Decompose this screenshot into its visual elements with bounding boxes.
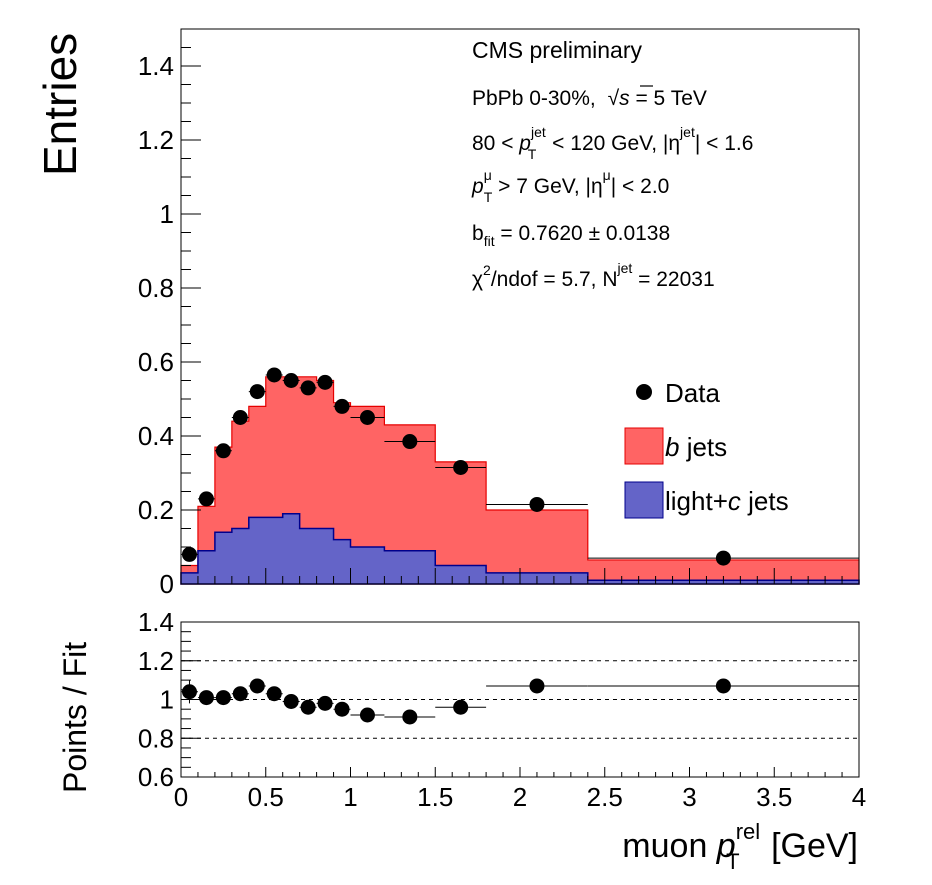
ratio-y-tick-label: 0.6: [138, 762, 174, 792]
x-tick-label: 0: [174, 782, 188, 812]
main-data-point: [453, 459, 469, 475]
main-data-point: [317, 374, 333, 390]
light-c-jets-histogram: [180, 512, 860, 585]
main-y-tick-label: 0.2: [138, 495, 174, 525]
main-panel: 0 0.2 0.4 0.6 0.8 1 1.2 1.4: [138, 28, 860, 599]
legend-label-data: Data: [665, 378, 720, 408]
ratio-data-point: [317, 695, 333, 711]
annotation-experiment: CMS preliminary: [472, 37, 642, 63]
main-histograms: [180, 376, 860, 585]
main-y-tick-label: 1.2: [138, 125, 174, 155]
legend-data-marker: [636, 384, 652, 400]
main-y-axis-label: Entries: [34, 33, 86, 176]
x-tick-label: 2: [513, 782, 527, 812]
ratio-frame: [180, 621, 860, 778]
main-data-point: [529, 496, 545, 512]
legend-label-light-c-jets: light+c jets: [665, 486, 789, 516]
x-tick-label: 4: [852, 782, 866, 812]
main-data-point: [215, 443, 231, 459]
annotations: CMS preliminary PbPb 0-30%, √s = 5 TeV 8…: [471, 37, 753, 291]
annotation-bfit: bfit = 0.7620 ± 0.0138: [472, 222, 670, 249]
x-tick-label: 1: [343, 782, 357, 812]
annotation-muon-pt: pμ T > 7 GeV, |ημ| < 2.0: [471, 167, 669, 205]
x-axis-label: muon prel T [GeV]: [622, 819, 858, 874]
ratio-data-point: [402, 709, 418, 725]
main-data-point: [334, 398, 350, 414]
ratio-data-point: [249, 678, 265, 694]
main-data-point: [359, 410, 375, 425]
ratio-data-point: [334, 701, 350, 717]
main-data-point: [232, 410, 248, 425]
ratio-data-point: [266, 686, 282, 702]
x-tick-label: 1.5: [417, 782, 453, 812]
main-data-point: [249, 384, 265, 400]
legend-lc-swatch: [624, 481, 664, 519]
ratio-data-point: [215, 690, 231, 706]
ratio-reference-lines: [181, 660, 859, 739]
ratio-y-axis-label: Points / Fit: [57, 642, 93, 793]
main-y-tick-label: 0.4: [138, 421, 174, 451]
legend: Data b jets light+c jets: [624, 378, 789, 519]
main-data-point: [266, 367, 282, 383]
main-y-axis-ticks: 0 0.2 0.4 0.6 0.8 1 1.2 1.4: [138, 28, 201, 599]
ratio-data-points: [181, 678, 859, 725]
main-y-tick-label: 0.6: [138, 347, 174, 377]
b-jets-histogram: [180, 376, 860, 585]
main-y-tick-label: 1.4: [138, 51, 174, 81]
main-data-points: [181, 367, 859, 566]
ratio-panel: 0.6 0.8 1 1.2 1.4 0 0.5 1 1.5 2 2.5 3 3.5 4: [138, 607, 866, 812]
ratio-x-axis-ticks: 0 0.5 1 1.5 2 2.5 3 3.5 4: [174, 767, 866, 812]
ratio-data-point: [181, 684, 197, 700]
main-data-point: [283, 373, 299, 388]
x-tick-label: 3: [682, 782, 696, 812]
main-data-point: [715, 550, 731, 566]
ratio-data-point: [198, 690, 214, 706]
annotation-jet-pt: 80 < pjet T < 120 GeV, |ηjet| < 1.6: [472, 124, 753, 162]
legend-label-b-jets: b jets: [665, 432, 727, 462]
main-y-tick-label: 0: [160, 569, 174, 599]
ratio-y-axis-ticks: 0.6 0.8 1 1.2 1.4: [138, 607, 201, 792]
main-data-point: [300, 380, 316, 396]
ratio-y-tick-label: 0.8: [138, 723, 174, 753]
ratio-data-point: [715, 678, 731, 694]
x-tick-label: 0.5: [248, 782, 284, 812]
ratio-y-tick-label: 1.2: [138, 646, 174, 676]
main-frame: [180, 28, 860, 585]
legend-b-swatch: [624, 427, 664, 465]
ratio-data-point: [453, 699, 469, 715]
x-tick-label: 2.5: [587, 782, 623, 812]
main-data-point: [198, 491, 214, 507]
main-y-tick-label: 1: [160, 199, 174, 229]
ratio-data-point: [283, 693, 299, 709]
annotation-system: PbPb 0-30%, √s = 5 TeV: [472, 87, 707, 110]
main-y-tick-label: 0.8: [138, 273, 174, 303]
annotation-chi2: χ2/ndof = 5.7, Njet = 22031: [472, 260, 715, 291]
ratio-data-point: [529, 678, 545, 694]
main-data-point: [402, 434, 418, 450]
ratio-y-tick-label: 1: [160, 685, 174, 715]
main-data-point: [181, 546, 197, 562]
ratio-data-point: [300, 699, 316, 715]
ratio-data-point: [359, 707, 375, 723]
ratio-y-tick-label: 1.4: [138, 607, 174, 637]
x-tick-label: 3.5: [756, 782, 792, 812]
ratio-data-point: [232, 686, 248, 702]
